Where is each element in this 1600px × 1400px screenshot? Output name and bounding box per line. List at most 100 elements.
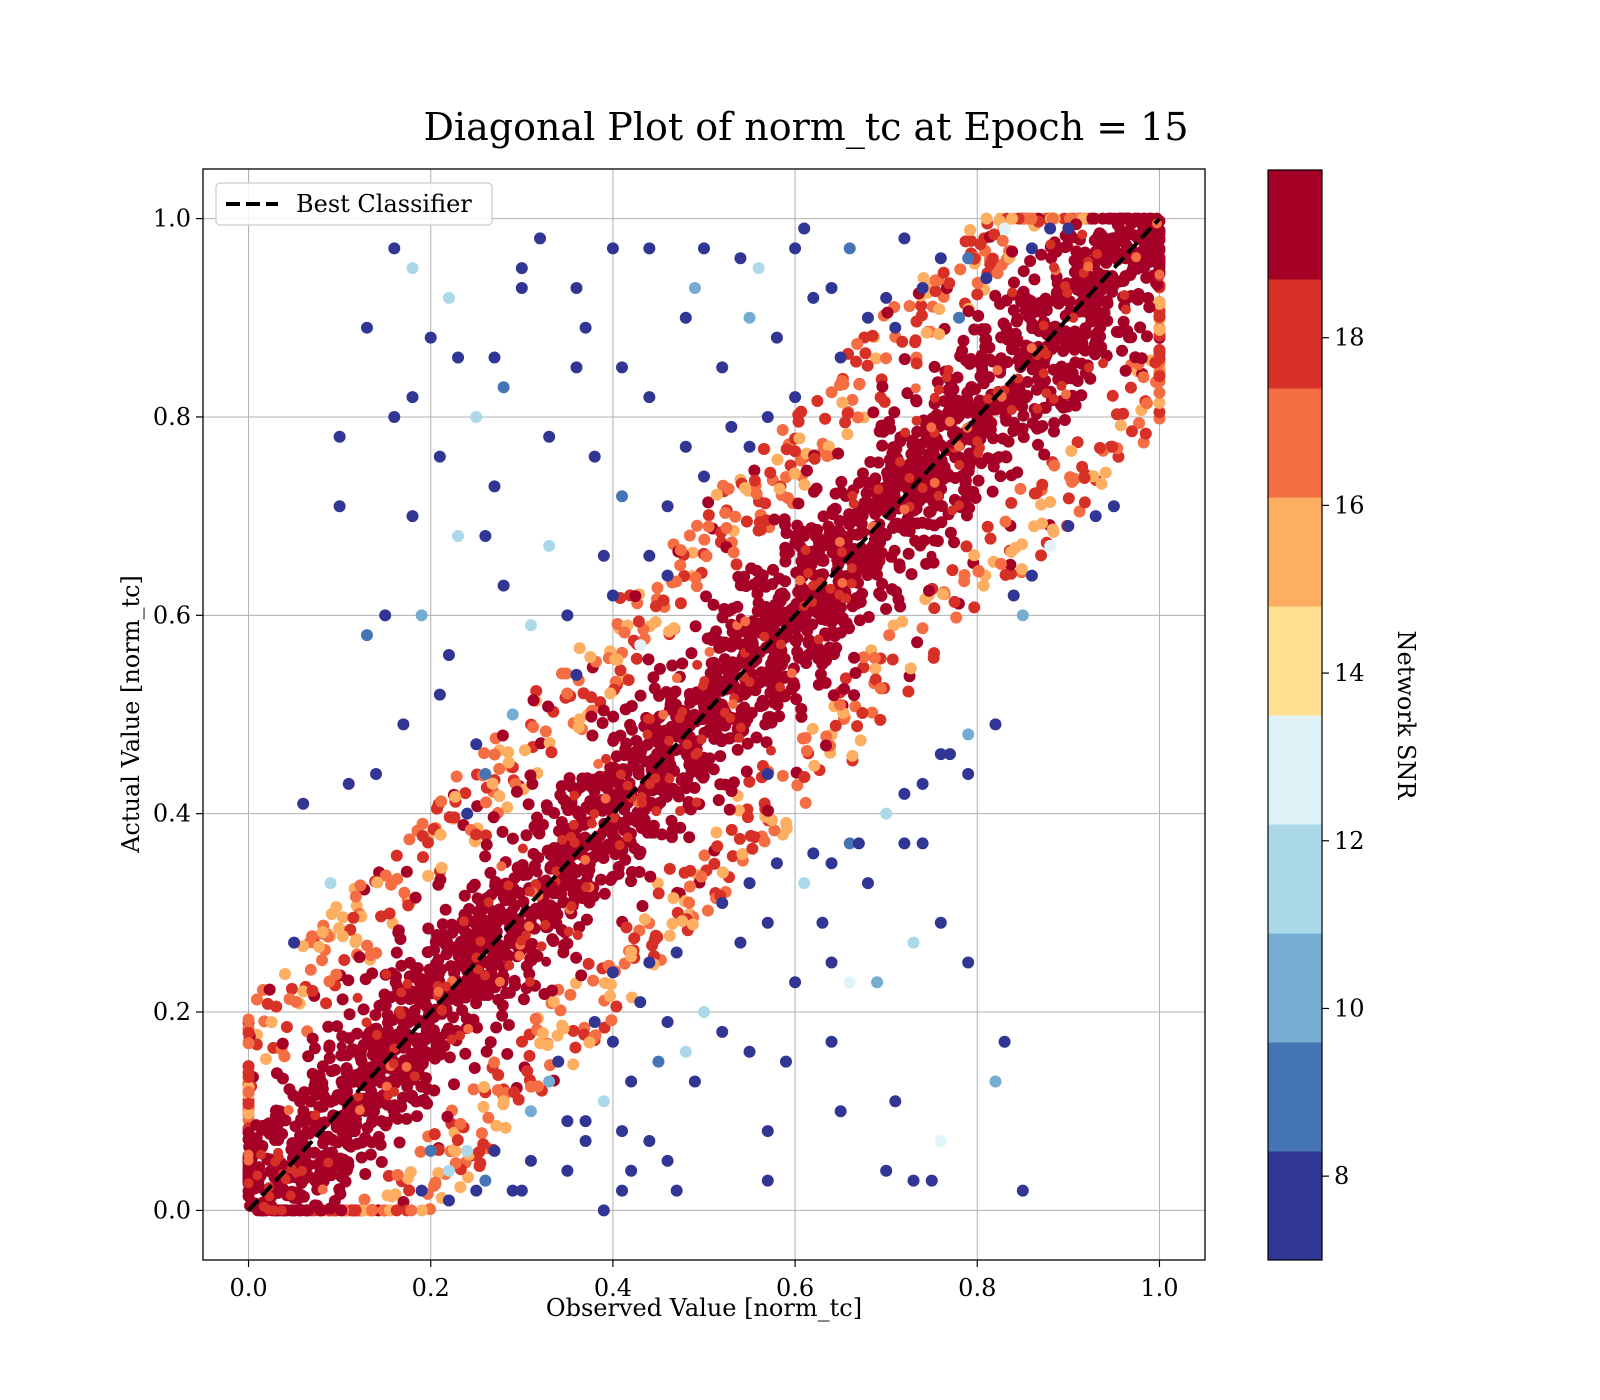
scatter-point [813,634,824,645]
scatter-point [454,1117,467,1130]
scatter-point [432,1167,445,1180]
scatter-point [936,588,949,601]
scatter-point-outlier [770,857,783,870]
scatter-point [882,472,895,485]
scatter-point [674,597,687,610]
scatter-point [841,407,854,420]
scatter-point [1093,441,1106,454]
scatter-point [604,874,617,887]
scatter-point [741,710,754,723]
scatter-point [954,460,965,471]
scatter-point [819,412,832,425]
scatter-point [762,804,775,817]
scatter-point [800,545,811,556]
scatter-point [795,710,808,723]
scatter-point [808,452,821,465]
scatter-point [600,842,613,855]
scatter-point [851,528,864,541]
scatter-point [1026,343,1037,354]
scatter-point [283,1105,294,1116]
scatter-point [725,823,738,836]
scatter-point [294,1176,305,1187]
scatter-point [926,422,937,433]
scatter-point [1131,252,1142,263]
scatter-point [1015,563,1028,576]
scatter-point [933,303,946,316]
y-tick-label: 0.4 [153,800,191,828]
scatter-point [838,682,851,695]
scatter-point [784,619,797,632]
scatter-point [569,837,580,848]
scatter-point [483,897,494,908]
scatter-point [557,834,568,845]
scatter-point [551,866,562,877]
scatter-point-outlier [761,916,774,929]
scatter-point [612,861,625,874]
scatter-point-outlier [688,1075,701,1088]
scatter-point [806,722,819,735]
scatter-point [431,1033,444,1046]
scatter-point [1140,330,1153,343]
scatter-point [839,672,852,685]
scatter-point [1038,368,1049,379]
scatter-point [933,328,946,341]
scatter-point [864,456,877,469]
scatter-point [1009,541,1022,554]
scatter-point [581,868,594,881]
scatter-point [911,425,924,438]
scatter-point [591,842,604,855]
scatter-point [433,986,444,997]
scatter-point [731,600,744,613]
scatter-point [883,629,896,642]
scatter-point-outlier [497,579,510,592]
scatter-point-outlier [670,946,683,959]
scatter-point [1153,310,1166,323]
scatter-point-outlier [442,1194,455,1207]
scatter-point [961,406,974,419]
scatter-point [445,918,458,931]
scatter-point-outlier [570,668,583,681]
scatter-point [1032,403,1043,414]
scatter-point [504,960,515,971]
scatter-point [628,932,641,945]
scatter-point-outlier [634,996,647,1009]
scatter-point [593,758,604,769]
scatter-point [1092,267,1105,280]
scatter-point [366,1048,379,1061]
scatter-point [255,1149,266,1160]
scatter-point-outlier [889,321,902,334]
scatter-point-outlier [661,1015,674,1028]
scatter-point [546,933,559,946]
scatter-point-outlier [488,351,501,364]
scatter-point-outlier [543,539,556,552]
scatter-point-outlier [734,252,747,265]
scatter-point [967,485,980,498]
scatter-point-outlier [898,232,911,245]
scatter-point-outlier [989,1075,1002,1088]
scatter-point [911,636,924,649]
scatter-point [632,615,645,628]
scatter-point-outlier [953,311,966,324]
scatter-point [787,676,800,689]
scatter-point [586,729,599,742]
scatter-point [1038,448,1051,461]
scatter-point [653,662,666,675]
scatter-point [909,336,922,349]
scatter-point [651,806,662,817]
scatter-point [1035,549,1048,562]
scatter-point [999,568,1012,581]
scatter-point [596,804,609,817]
scatter-point [1035,248,1048,261]
scatter-point-outlier [561,1115,574,1128]
scatter-point [748,616,761,629]
scatter-point [400,865,413,878]
scatter-point [1086,212,1099,225]
scatter-point [406,1089,419,1102]
scatter-point [381,1081,392,1092]
scatter-point [860,487,873,500]
scatter-point-outlier [333,430,346,443]
scatter-point [322,1130,335,1143]
scatter-point [910,315,923,328]
scatter-point [738,688,751,701]
scatter-point [958,483,971,496]
